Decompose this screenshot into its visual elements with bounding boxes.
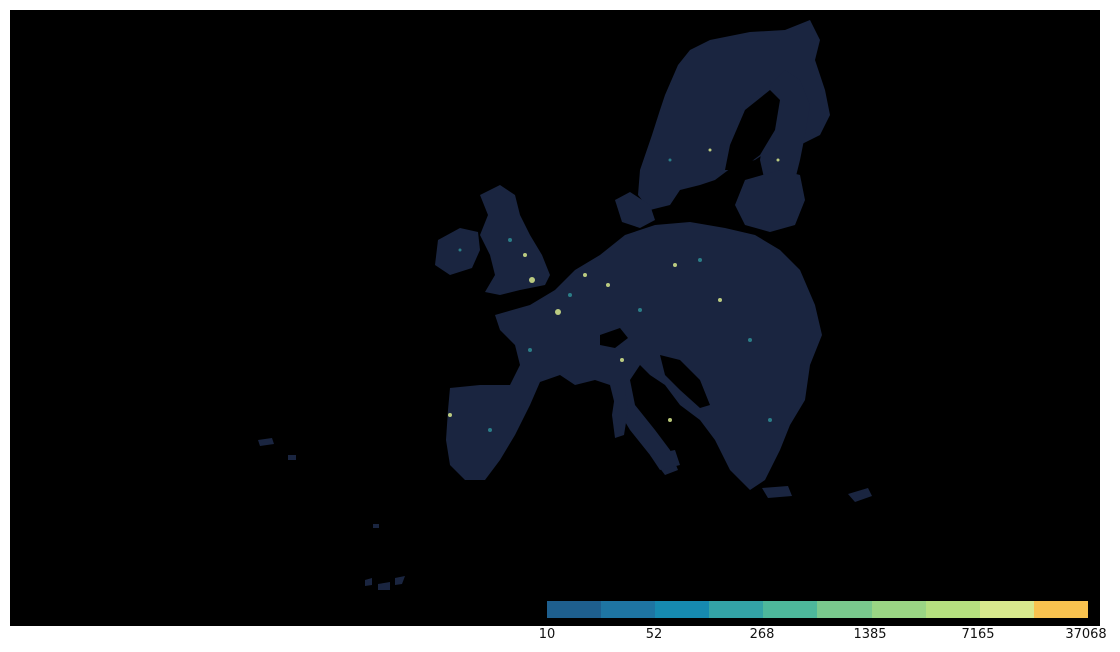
- medium-density-spot: [768, 418, 772, 422]
- medium-density-spot: [748, 338, 752, 342]
- colorbar-tick-labels: 10 52 268 1385 7165 37068: [0, 627, 1120, 647]
- colorbar-tick-label: 1385: [853, 627, 887, 642]
- canaries-shape: [365, 576, 405, 590]
- madeira-shape: [373, 524, 379, 528]
- mainland-shape: [446, 222, 822, 490]
- colorbar-swatch: [925, 601, 980, 618]
- hotspot: [708, 148, 712, 152]
- europe-map: [258, 20, 872, 590]
- colorbar-tick-label: 52: [645, 627, 663, 642]
- medium-density-spot: [528, 348, 532, 352]
- colorbar-swatch: [709, 601, 764, 618]
- colorbar-tick-label: 37068: [1065, 627, 1107, 642]
- britain-shape: [480, 185, 550, 295]
- hotspot: [718, 298, 722, 302]
- hotspot: [620, 358, 624, 362]
- corsica-sardinia-shape: [612, 390, 628, 438]
- colorbar-swatch: [763, 601, 818, 618]
- colorbar-swatch: [601, 601, 656, 618]
- crete-shape: [762, 486, 792, 498]
- scandinavia-shape: [638, 20, 830, 210]
- colorbar-tick-label: 7165: [961, 627, 995, 642]
- medium-density-spot: [668, 158, 672, 162]
- hotspot: [523, 253, 527, 257]
- colorbar-swatch: [817, 601, 872, 618]
- land-masses: [258, 20, 872, 590]
- ireland-shape: [435, 228, 480, 275]
- baltic-sea-shape: [725, 90, 780, 170]
- colorbar-tick-label: 268: [749, 627, 775, 642]
- colorbar-swatch: [979, 601, 1034, 618]
- hotspot: [448, 413, 452, 417]
- sicily-shape: [650, 450, 680, 470]
- map-canvas: [10, 10, 1100, 626]
- adriatic-shape: [660, 355, 710, 408]
- medium-density-spot: [458, 248, 462, 252]
- hotspot: [606, 283, 610, 287]
- medium-density-spot: [638, 308, 642, 312]
- colorbar-swatch: [1033, 601, 1088, 618]
- medium-density-spot: [508, 238, 512, 242]
- baltics-shape: [735, 170, 805, 232]
- hotspot: [555, 309, 561, 315]
- colorbar-tick-label: 10: [538, 627, 556, 642]
- colorbar: [547, 601, 1088, 618]
- azores-shape: [258, 438, 296, 460]
- density-medium: [458, 158, 772, 432]
- hotspot: [529, 277, 535, 283]
- medium-density-spot: [568, 293, 572, 297]
- lake-geneva-shape: [600, 328, 628, 348]
- hotspot: [673, 263, 677, 267]
- medium-density-spot: [698, 258, 702, 262]
- hotspot: [668, 418, 672, 422]
- hotspot: [583, 273, 587, 277]
- colorbar-swatch: [547, 601, 602, 618]
- denmark-shape: [615, 192, 655, 228]
- colorbar-swatch: [655, 601, 710, 618]
- hotspot: [776, 158, 780, 162]
- density-hotspots: [448, 148, 780, 422]
- colorbar-swatch: [871, 601, 926, 618]
- water-bodies: [600, 90, 780, 408]
- cyprus-shape: [848, 488, 872, 502]
- medium-density-spot: [488, 428, 492, 432]
